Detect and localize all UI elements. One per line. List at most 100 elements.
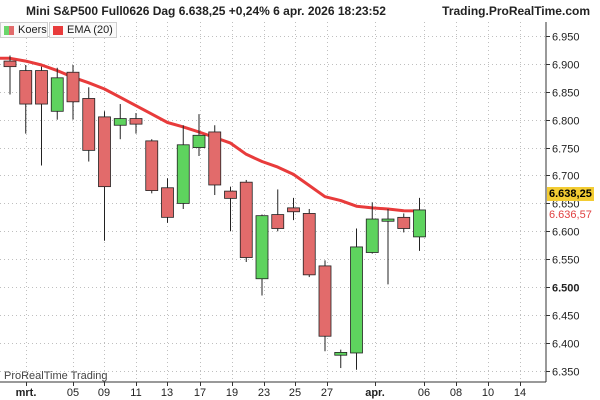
ema-swatch-icon <box>53 26 63 35</box>
chart-header: Mini S&P500 Full0626 Dag 6.638,25 +0,24%… <box>0 0 600 22</box>
legend-ema-label: EMA (20) <box>67 24 113 36</box>
x-tick-label: 25 <box>289 387 301 399</box>
legend-ema[interactable]: EMA (20) <box>49 22 117 38</box>
y-tick-label: 6.750 <box>552 144 580 156</box>
candle-body <box>318 265 332 337</box>
candle <box>381 208 395 285</box>
y-tick-label: 6.850 <box>552 88 580 100</box>
candle-body <box>302 213 316 276</box>
candle-body <box>50 77 64 112</box>
y-tick-label: 6.500 <box>552 283 580 295</box>
candle <box>413 197 426 251</box>
candle <box>50 67 64 120</box>
candle-body <box>145 140 159 191</box>
y-tick-label: 6.950 <box>552 32 580 44</box>
grid <box>0 22 546 382</box>
x-tick-label: 23 <box>258 387 270 399</box>
x-tick-label: 11 <box>130 387 141 399</box>
candle-body <box>350 246 363 354</box>
candle <box>35 66 48 166</box>
candle-body <box>365 218 379 253</box>
candle-body <box>113 118 127 126</box>
candle <box>145 139 159 194</box>
candle-body <box>271 214 285 229</box>
instrument-title: Mini S&P500 Full0626 Dag 6.638,25 +0,24%… <box>26 4 386 18</box>
candle-body <box>287 207 300 213</box>
candle-body <box>397 216 411 229</box>
y-axis: 6.950 6.900 6.850 6.800 6.750 6.700 6.650 6.600… <box>545 22 580 382</box>
candle <box>161 178 174 223</box>
x-tick-label: 19 <box>226 387 238 399</box>
candle <box>397 213 411 233</box>
candle-body <box>192 134 206 148</box>
legend-koers-label: Koers <box>18 24 47 36</box>
candle <box>192 114 206 156</box>
y-tick-label: 6.700 <box>552 171 580 183</box>
candle-swatch-icon <box>4 26 14 35</box>
candle <box>3 55 17 95</box>
candle <box>287 197 300 221</box>
candle-body <box>334 352 348 356</box>
x-tick-label: 27 <box>321 387 333 399</box>
site-name[interactable]: Trading.ProRealTime.com <box>442 4 590 18</box>
candle <box>318 260 332 352</box>
candles <box>3 55 426 370</box>
candle-body <box>3 60 17 68</box>
candle-body <box>35 70 48 105</box>
candle <box>302 208 316 278</box>
y-tick-label: 6.800 <box>552 116 580 128</box>
x-axis: mrt. 05 09 11 13 17 19 23 25 27 apr. 06 08 10 14 <box>0 381 546 399</box>
y-tick-label: 6.600 <box>552 227 580 239</box>
x-tick-label: mrt. <box>16 387 37 399</box>
x-tick-label: 13 <box>161 387 173 399</box>
candle-body <box>82 98 96 151</box>
x-tick-label: 05 <box>67 387 79 399</box>
x-tick-label: 08 <box>450 387 462 399</box>
candle-body <box>161 187 174 218</box>
last-price-badge: 6.638,25 <box>547 187 594 201</box>
candle-body <box>176 144 190 204</box>
watermark: ProRealTime Trading <box>4 370 108 382</box>
y-tick-label: 6.900 <box>552 60 580 72</box>
candle <box>255 214 269 296</box>
candle-body <box>255 215 269 280</box>
candle-body <box>66 71 80 103</box>
x-tick-label: apr. <box>365 387 385 399</box>
ema-line <box>0 56 421 213</box>
candle <box>129 112 143 134</box>
candle <box>19 64 33 134</box>
y-tick-label: 6.650 <box>552 199 580 211</box>
y-tick-label: 6.350 <box>552 367 580 379</box>
candle <box>82 87 96 162</box>
candle-body <box>413 209 426 238</box>
candle <box>271 189 285 232</box>
candle <box>239 179 253 262</box>
x-tick-label: 09 <box>98 387 110 399</box>
candle-body <box>98 116 111 188</box>
candle-body <box>224 190 237 199</box>
x-tick-label: 17 <box>194 387 206 399</box>
candle-body <box>381 218 395 222</box>
candle <box>113 104 127 140</box>
legend-koers[interactable]: Koers <box>0 22 48 38</box>
candle-body <box>239 181 253 258</box>
candle <box>350 228 363 370</box>
x-tick-label: 06 <box>418 387 430 399</box>
candle <box>365 202 379 254</box>
y-tick-label: 6.400 <box>552 339 580 351</box>
ema-value-badge: 6.636,57 <box>547 208 594 222</box>
ema-20-line <box>0 56 421 213</box>
candle <box>334 349 348 369</box>
candle <box>98 111 111 241</box>
y-tick-label: 6.450 <box>552 311 580 323</box>
y-tick-label: 6.550 <box>552 255 580 267</box>
candle <box>176 125 190 209</box>
candle <box>66 64 80 120</box>
candle <box>224 186 237 232</box>
x-tick-label: 10 <box>482 387 494 399</box>
candle <box>208 125 222 196</box>
x-tick-label: 14 <box>514 387 526 399</box>
candle-body <box>19 70 33 105</box>
candle-body <box>208 131 222 186</box>
